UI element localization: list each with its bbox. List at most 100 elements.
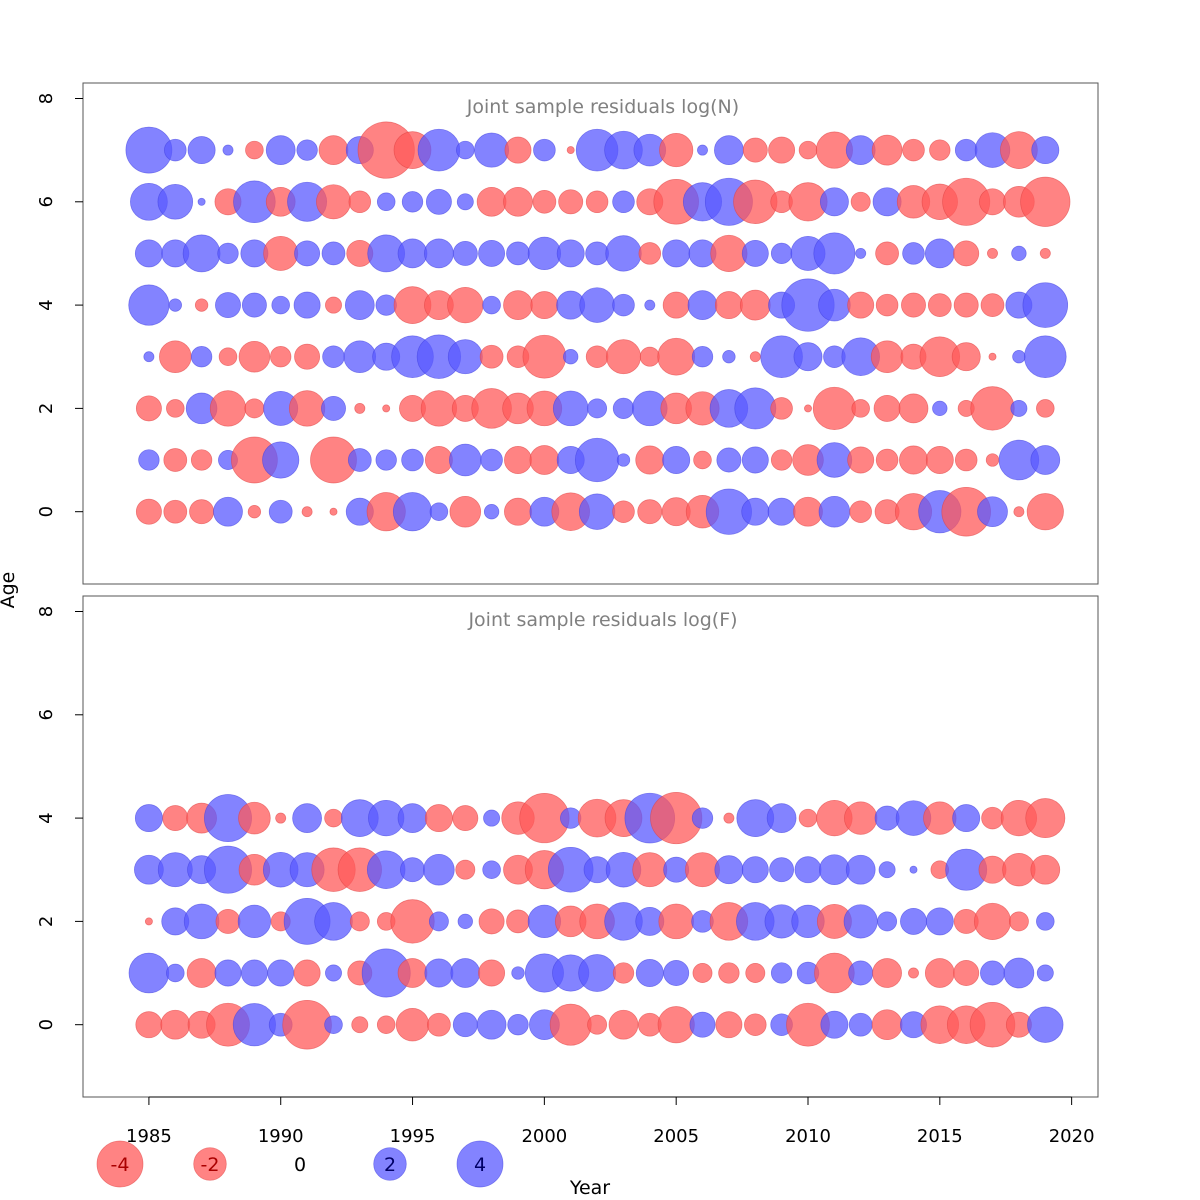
bubble-f-1986-age0 [160,1009,191,1040]
bubble-n-1998-age6 [476,186,507,217]
bubble-n-1996-age5 [424,238,454,269]
bubble-f-1987-age2 [183,903,220,940]
bubble-n-2008-age2 [734,387,777,430]
bubble-n-2005-age5 [662,239,691,268]
y-tick-label: 8 [36,606,57,617]
bubble-n-2005-age1 [662,446,691,474]
bubble-n-1987-age1 [190,449,213,471]
bubble-f-1998-age3 [482,860,501,879]
bubble-n-1991-age2 [288,390,326,427]
bubble-n-1998-age3 [479,344,504,369]
bubble-n-2013-age5 [875,241,899,266]
bubble-f-2009-age4 [766,803,797,833]
bubble-f-1995-age0 [395,1008,430,1042]
bubble-n-2002-age1 [574,437,620,483]
bubble-f-1998-age0 [476,1009,507,1040]
bubble-n-2015-age4 [927,293,952,317]
bubble-n-1988-age4 [215,292,241,319]
bubble-f-2018-age2 [1008,911,1029,932]
bubble-f-2007-age4 [723,812,735,824]
bubble-n-1989-age7 [245,140,264,160]
bubble-n-2015-age5 [924,238,955,269]
bubble-n-1991-age5 [294,240,321,267]
bubble-size-legend: -4 -2 0 2 4 [96,1140,504,1188]
bubble-f-2003-age0 [608,1009,639,1040]
bubble-n-1992-age0 [329,507,338,516]
bubble-n-2003-age2 [612,397,635,420]
y-tick-label: 4 [36,299,57,310]
bubble-f-1990-age4 [275,812,287,824]
bubble-n-2011-age5 [813,232,856,275]
bubble-n-2019-age1 [1030,445,1061,475]
bubble-f-1985-age0 [135,1011,163,1039]
panel-top-title: Joint sample residuals log(N) [466,96,739,118]
bubble-f-1995-age4 [397,803,428,833]
bubble-n-2002-age2 [587,398,608,419]
bubble-n-2008-age7 [742,137,768,163]
bubble-n-2002-age4 [579,287,615,323]
bubble-f-1991-age4 [292,803,322,833]
bubble-f-2017-age3 [978,855,1007,884]
bubble-n-2003-age5 [605,235,642,272]
bubble-n-1995-age5 [397,238,428,269]
bubble-f-1997-age2 [457,913,473,930]
bubble-n-2018-age2 [1010,399,1028,417]
bubble-n-2008-age4 [739,289,771,321]
bubble-n-2015-age2 [932,400,948,417]
bubble-n-2003-age4 [612,293,635,317]
bubble-n-2016-age1 [954,448,978,472]
bubble-f-1988-age1 [214,959,242,987]
bubble-n-2000-age1 [529,445,560,475]
bubble-f-1985-age1 [128,952,170,994]
bubble-n-1988-age2 [209,390,247,427]
y-tick-label: 6 [36,196,57,207]
bubble-f-2012-age4 [844,801,878,835]
bubble-n-2018-age3 [1012,350,1026,364]
bubble-n-2011-age0 [818,495,851,528]
panel-top-bubbles [125,121,1071,537]
bubble-n-2006-age4 [687,290,718,320]
bubble-n-2019-age3 [1024,335,1067,378]
bubble-f-2019-age0 [1027,1006,1064,1043]
bubble-n-1986-age6 [157,184,194,220]
bubble-n-2010-age7 [798,140,818,160]
bubble-f-2013-age3 [878,861,896,879]
bubble-n-2015-age7 [929,139,951,161]
bubble-n-1987-age6 [197,197,206,206]
bubble-n-2017-age4 [980,293,1005,317]
bubble-f-2003-age1 [612,962,635,984]
bubble-f-2011-age3 [819,854,850,886]
legend-label: 4 [474,1154,486,1176]
bubble-f-1986-age4 [162,805,189,832]
bubble-n-2017-age0 [977,496,1008,528]
bubble-f-2010-age3 [794,856,822,884]
bubble-n-2013-age4 [875,293,899,317]
bubble-n-2011-age2 [812,386,856,430]
bubble-f-1992-age1 [325,964,342,982]
y-tick-label: 2 [36,916,57,927]
bubble-f-1995-age1 [397,958,428,988]
bubble-n-1998-age0 [483,504,500,520]
bubble-n-2010-age3 [793,342,823,372]
bubble-f-1995-age2 [390,899,435,944]
panel-bottom-bubbles [128,792,1066,1050]
bubble-n-1990-age4 [271,295,290,315]
bubble-n-2012-age2 [851,399,870,418]
bubble-n-1997-age3 [447,339,483,375]
panel-top-frame [82,82,1099,585]
bubble-f-2007-age3 [714,855,744,885]
bubble-f-1998-age1 [478,959,506,987]
bubble-n-1996-age1 [424,446,453,474]
x-axis: 1985 1990 1995 2000 2005 2010 2015 2020 [126,1096,1095,1147]
bubble-n-2007-age1 [716,447,742,473]
legend-label: 2 [384,1154,396,1176]
panel-top: Joint sample residuals log(N) 0 2 4 6 8 [36,82,1099,585]
bubble-n-2003-age3 [606,339,641,375]
bubble-f-1985-age2 [144,917,153,926]
bubble-f-2015-age1 [924,958,955,988]
bubble-n-2009-age7 [768,136,796,164]
bubble-f-1989-age1 [240,959,268,987]
bubble-n-1999-age7 [504,136,532,164]
bubble-n-2010-age2 [804,404,812,413]
bubble-n-1992-age2 [321,395,346,421]
